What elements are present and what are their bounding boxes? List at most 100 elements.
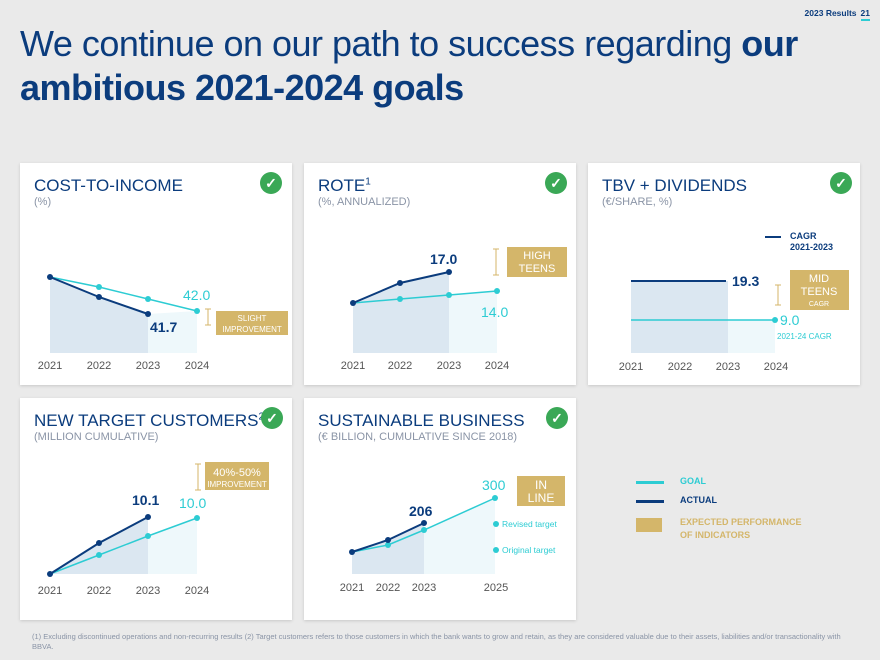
expected-badge [790,270,849,310]
actual-point [385,537,391,543]
card-title: ROTE1 [318,176,371,195]
goal-point [421,527,427,533]
goal-sub-label: 2021-24 CAGR [777,332,832,341]
goal-point [397,296,403,302]
actual-point [350,300,356,306]
goal-line [351,497,496,553]
goal-value-label: 42.0 [183,287,210,303]
cagr-period-label: 2021-2023 [790,242,833,252]
page-number: 21 [860,8,870,21]
goal-line [49,517,198,575]
year-label: 2023 [136,360,160,372]
original-target-label: Original target [502,545,556,555]
year-label: 2023 [437,360,461,372]
check-circle-icon: ✓ [261,407,283,429]
expected-badge [205,462,269,490]
goal-line [352,290,498,304]
actual-point [421,520,427,526]
check-circle-icon: ✓ [260,172,282,194]
badge-line2: IMPROVEMENT [207,480,267,489]
actual-point [349,549,355,555]
year-label: 2022 [87,585,111,597]
year-label: 2021 [38,585,62,597]
badge-line1: IN [535,478,547,492]
cost-to-income-card: COST-TO-INCOME (%) ✓ 42.0 41.7 SLIGHT IM… [20,163,292,385]
actual-point [47,274,53,280]
goal-point [385,542,391,548]
cagr-label: CAGR [790,231,817,241]
actual-value-label: 41.7 [150,319,177,335]
actual-area [353,272,449,353]
forecast-area [449,291,497,353]
actual-point [145,514,151,520]
year-label: 2021 [619,361,643,373]
expected-badge [507,247,567,277]
year-label: 2023 [412,582,436,594]
goal-point [194,308,200,314]
goal-point [446,292,452,298]
cost-chart: 42.0 41.7 SLIGHT IMPROVEMENT 2021 2022 2… [38,274,288,372]
card-title: COST-TO-INCOME [34,176,183,195]
goal-point [96,284,102,290]
card-subtitle: (€ BILLION, CUMULATIVE SINCE 2018) [318,431,518,443]
title-bold-1: our [741,23,798,64]
revised-target-marker [493,521,499,527]
badge-line1: MID [809,273,829,285]
card-title: TBV + DIVIDENDS [602,176,748,195]
card-subtitle: (€/SHARE, %) [602,196,673,208]
year-label: 2022 [376,582,400,594]
actual-point [397,280,403,286]
goal-value-label: 14.0 [481,304,508,320]
card-subtitle: (%, ANNUALIZED) [318,196,411,208]
goal-value-label: 300 [482,477,506,493]
legend-expected-label: EXPECTED PERFORMANCE OF INDICATORS [680,517,802,540]
actual-swatch [636,500,664,503]
goal-point [772,317,778,323]
actual-value-label: 17.0 [430,251,457,267]
tbv-chart: CAGR 2021-2023 19.3 9.0 2021-24 CAGR MID… [619,231,849,373]
goal-point [492,495,498,501]
year-label: 2021 [38,360,62,372]
card-subtitle: (MILLION CUMULATIVE) [34,431,159,443]
forecast-area [148,311,197,353]
sustainable-chart: 206 300 IN LINE Revised target Original … [340,476,565,594]
legend-actual-label: ACTUAL [680,495,717,505]
card-title: SUSTAINABLE BUSINESS [318,411,525,430]
actual-point [96,540,102,546]
results-label: 2023 Results [804,8,857,18]
rote-card: ROTE1 (%, ANNUALIZED) ✓ 17.0 14.0 HIGH T… [304,163,576,385]
original-target-marker [493,547,499,553]
forecast-area [728,320,775,353]
actual-point [446,269,452,275]
title-normal: We continue on our path to success regar… [20,23,742,64]
forecast-area [424,498,495,574]
year-label: 2023 [136,585,160,597]
year-label: 2024 [185,585,209,597]
badge-line2: TEENS [519,263,556,275]
year-label: 2021 [340,582,364,594]
actual-area [352,523,424,574]
expected-swatch [636,518,662,532]
tbv-dividends-card: TBV + DIVIDENDS (€/SHARE, %) ✓ CAGR 2021… [588,163,860,385]
year-label: 2024 [485,360,509,372]
actual-area [631,281,728,353]
year-label: 2023 [716,361,740,373]
title-bold-2: ambitious 2021-2024 goals [20,67,464,108]
actual-point [145,311,151,317]
goal-point [145,296,151,302]
goal-value-label: 10.0 [179,495,206,511]
badge-line3: CAGR [809,301,829,308]
rote-chart: 17.0 14.0 HIGH TEENS 2021 2022 2023 2024 [341,247,567,372]
check-circle-icon: ✓ [830,172,852,194]
badge-line1: HIGH [523,250,551,262]
year-label: 2024 [764,361,788,373]
actual-value-label: 10.1 [132,492,159,508]
footnote: (1) Excluding discontinued operations an… [32,632,841,651]
customers-chart: 10.1 10.0 40%-50% IMPROVEMENT 2021 2022 … [38,462,269,597]
revised-target-label: Revised target [502,519,557,529]
goal-value-label: 9.0 [780,312,800,328]
legend-goal-label: GOAL [680,476,706,486]
goal-line [49,276,198,312]
actual-point [47,571,53,577]
goal-point [96,552,102,558]
